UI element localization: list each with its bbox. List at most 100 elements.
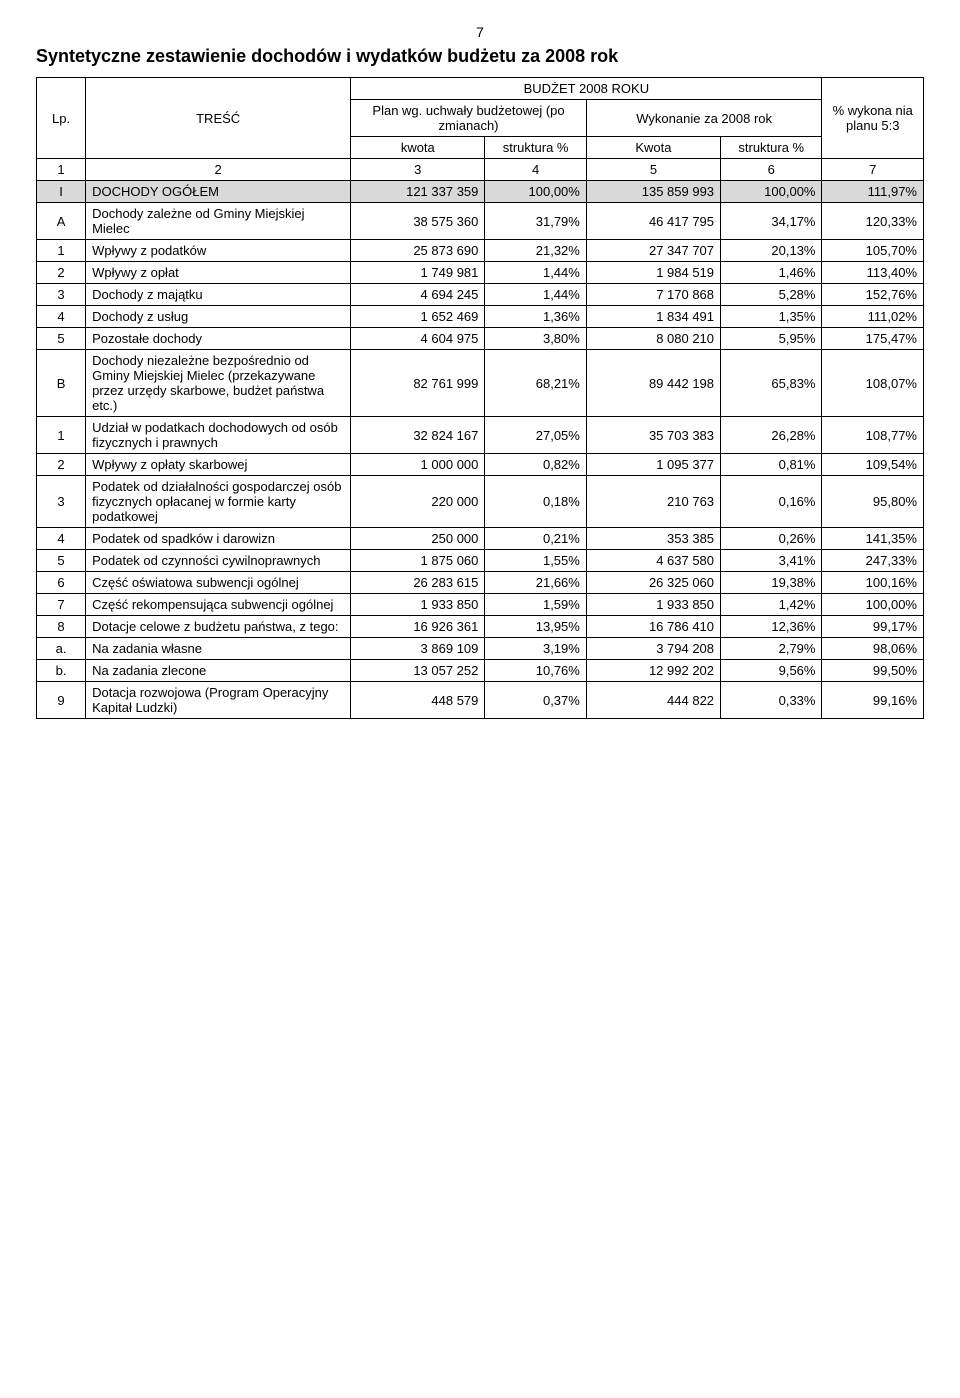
cell-percent: 95,80% [822,476,924,528]
cell-text: Dotacje celowe z budżetu państwa, z tego… [86,616,351,638]
cell-wyk-kwota: 135 859 993 [586,181,720,203]
cell-wyk-struktura: 5,28% [721,284,822,306]
table-body: IDOCHODY OGÓŁEM121 337 359100,00%135 859… [37,181,924,719]
cell-percent: 141,35% [822,528,924,550]
cell-plan-struktura: 13,95% [485,616,586,638]
table-row: 9Dotacja rozwojowa (Program Operacyjny K… [37,682,924,719]
cell-plan-kwota: 250 000 [351,528,485,550]
cell-percent: 105,70% [822,240,924,262]
cell-plan-kwota: 25 873 690 [351,240,485,262]
cell-lp: 4 [37,528,86,550]
budget-table: Lp. TREŚĆ BUDŻET 2008 ROKU % wykona nia … [36,77,924,719]
table-row: 5Pozostałe dochody4 604 9753,80%8 080 21… [37,328,924,350]
cell-plan-struktura: 100,00% [485,181,586,203]
cell-plan-kwota: 1 749 981 [351,262,485,284]
header-struktura-2: struktura % [721,137,822,159]
cell-wyk-kwota: 35 703 383 [586,417,720,454]
cell-lp: 5 [37,328,86,350]
cell-wyk-struktura: 9,56% [721,660,822,682]
header-col-3: 3 [351,159,485,181]
cell-text: Dochody niezależne bezpośrednio od Gminy… [86,350,351,417]
cell-text: Część rekompensująca subwencji ogólnej [86,594,351,616]
cell-percent: 111,02% [822,306,924,328]
cell-lp: 1 [37,240,86,262]
cell-plan-struktura: 0,37% [485,682,586,719]
cell-text: Dochody z usług [86,306,351,328]
cell-lp: 6 [37,572,86,594]
cell-percent: 99,17% [822,616,924,638]
table-row: 8Dotacje celowe z budżetu państwa, z teg… [37,616,924,638]
cell-plan-struktura: 68,21% [485,350,586,417]
cell-text: Podatek od czynności cywilnoprawnych [86,550,351,572]
cell-plan-struktura: 1,44% [485,262,586,284]
cell-text: Podatek od działalności gospodarczej osó… [86,476,351,528]
table-row: b.Na zadania zlecone13 057 25210,76%12 9… [37,660,924,682]
cell-percent: 99,50% [822,660,924,682]
cell-wyk-kwota: 1 095 377 [586,454,720,476]
cell-plan-struktura: 3,80% [485,328,586,350]
cell-wyk-kwota: 1 933 850 [586,594,720,616]
cell-plan-kwota: 4 694 245 [351,284,485,306]
header-tresc: TREŚĆ [86,78,351,159]
cell-lp: A [37,203,86,240]
table-row: 3Dochody z majątku4 694 2451,44%7 170 86… [37,284,924,306]
cell-text: DOCHODY OGÓŁEM [86,181,351,203]
header-kwota-1: kwota [351,137,485,159]
cell-plan-struktura: 21,66% [485,572,586,594]
header-col-6: 6 [721,159,822,181]
cell-wyk-struktura: 1,35% [721,306,822,328]
cell-text: Wpływy z opłat [86,262,351,284]
cell-plan-struktura: 1,59% [485,594,586,616]
cell-wyk-kwota: 3 794 208 [586,638,720,660]
cell-plan-struktura: 10,76% [485,660,586,682]
header-col-2: 2 [86,159,351,181]
cell-wyk-kwota: 8 080 210 [586,328,720,350]
cell-lp: b. [37,660,86,682]
document-title: Syntetyczne zestawienie dochodów i wydat… [36,46,924,67]
header-plan: Plan wg. uchwały budżetowej (po zmianach… [351,100,587,137]
cell-wyk-kwota: 89 442 198 [586,350,720,417]
table-row: 7Część rekompensująca subwencji ogólnej1… [37,594,924,616]
cell-percent: 100,00% [822,594,924,616]
cell-wyk-struktura: 0,26% [721,528,822,550]
cell-percent: 108,07% [822,350,924,417]
cell-text: Pozostałe dochody [86,328,351,350]
cell-wyk-struktura: 2,79% [721,638,822,660]
cell-lp: I [37,181,86,203]
page-number: 7 [36,24,924,40]
cell-plan-kwota: 38 575 360 [351,203,485,240]
table-row: 2Wpływy z opłaty skarbowej1 000 0000,82%… [37,454,924,476]
cell-wyk-kwota: 7 170 868 [586,284,720,306]
cell-wyk-kwota: 353 385 [586,528,720,550]
cell-wyk-struktura: 0,33% [721,682,822,719]
cell-plan-kwota: 32 824 167 [351,417,485,454]
cell-wyk-struktura: 26,28% [721,417,822,454]
header-budget: BUDŻET 2008 ROKU [351,78,822,100]
cell-wyk-kwota: 1 984 519 [586,262,720,284]
cell-plan-kwota: 3 869 109 [351,638,485,660]
header-percent: % wykona nia planu 5:3 [822,78,924,159]
cell-lp: 3 [37,476,86,528]
cell-wyk-struktura: 1,46% [721,262,822,284]
cell-percent: 99,16% [822,682,924,719]
cell-plan-kwota: 1 652 469 [351,306,485,328]
cell-lp: 2 [37,262,86,284]
cell-plan-struktura: 0,21% [485,528,586,550]
cell-text: Wpływy z podatków [86,240,351,262]
cell-text: Na zadania zlecone [86,660,351,682]
cell-text: Udział w podatkach dochodowych od osób f… [86,417,351,454]
cell-text: Wpływy z opłaty skarbowej [86,454,351,476]
cell-wyk-kwota: 27 347 707 [586,240,720,262]
cell-plan-struktura: 0,18% [485,476,586,528]
cell-percent: 98,06% [822,638,924,660]
cell-wyk-kwota: 46 417 795 [586,203,720,240]
table-row: IDOCHODY OGÓŁEM121 337 359100,00%135 859… [37,181,924,203]
cell-plan-kwota: 13 057 252 [351,660,485,682]
cell-percent: 109,54% [822,454,924,476]
header-col-5: 5 [586,159,720,181]
cell-plan-struktura: 1,36% [485,306,586,328]
cell-plan-kwota: 26 283 615 [351,572,485,594]
cell-percent: 247,33% [822,550,924,572]
cell-wyk-struktura: 0,16% [721,476,822,528]
table-row: ADochody zależne od Gminy Miejskiej Miel… [37,203,924,240]
